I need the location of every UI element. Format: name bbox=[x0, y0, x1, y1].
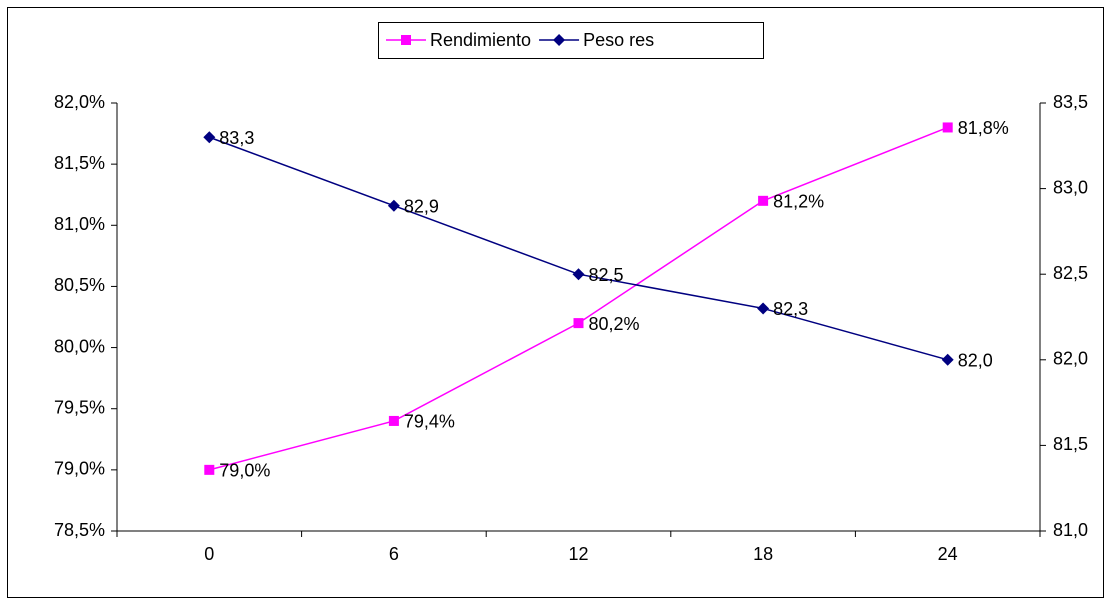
data-point bbox=[572, 268, 585, 281]
x-tick-label: 0 bbox=[204, 544, 214, 564]
data-point bbox=[387, 199, 400, 212]
data-label: 79,4% bbox=[404, 412, 455, 432]
y2-tick-label: 83,5 bbox=[1053, 92, 1088, 112]
y2-tick-label: 81,0 bbox=[1053, 520, 1088, 540]
data-label: 81,8% bbox=[958, 118, 1009, 138]
x-tick-label: 6 bbox=[389, 544, 399, 564]
data-label: 79,0% bbox=[219, 461, 270, 481]
x-tick-label: 24 bbox=[938, 544, 958, 564]
data-point bbox=[573, 318, 584, 329]
y2-tick-label: 81,5 bbox=[1053, 434, 1088, 454]
y-tick-label: 81,0% bbox=[54, 214, 105, 234]
y-tick-label: 81,5% bbox=[54, 153, 105, 173]
data-point bbox=[758, 195, 769, 206]
data-point bbox=[204, 464, 215, 475]
data-label: 82,9 bbox=[404, 196, 439, 216]
data-point bbox=[388, 415, 399, 426]
data-label: 82,5 bbox=[589, 265, 624, 285]
y-tick-label: 80,0% bbox=[54, 336, 105, 356]
data-label: 82,3 bbox=[773, 299, 808, 319]
data-label: 80,2% bbox=[589, 314, 640, 334]
legend-label: Rendimiento bbox=[430, 30, 531, 50]
y2-tick-label: 82,0 bbox=[1053, 349, 1088, 369]
legend-marker bbox=[401, 35, 411, 45]
data-point bbox=[941, 353, 954, 366]
y-tick-label: 78,5% bbox=[54, 520, 105, 540]
y2-tick-label: 82,5 bbox=[1053, 263, 1088, 283]
x-tick-label: 18 bbox=[753, 544, 773, 564]
y-tick-label: 80,5% bbox=[54, 275, 105, 295]
data-point bbox=[757, 302, 770, 315]
y-tick-label: 82,0% bbox=[54, 92, 105, 112]
data-label: 81,2% bbox=[773, 192, 824, 212]
y-tick-label: 79,5% bbox=[54, 397, 105, 417]
data-label: 82,0 bbox=[958, 351, 993, 371]
chart-border bbox=[7, 7, 1104, 598]
x-tick-label: 12 bbox=[568, 544, 588, 564]
data-label: 83,3 bbox=[219, 128, 254, 148]
data-point bbox=[942, 122, 953, 133]
y2-tick-label: 83,0 bbox=[1053, 177, 1088, 197]
legend-marker bbox=[553, 34, 566, 46]
data-point bbox=[203, 131, 216, 144]
legend-label: Peso res bbox=[583, 30, 654, 50]
y-tick-label: 79,0% bbox=[54, 459, 105, 479]
